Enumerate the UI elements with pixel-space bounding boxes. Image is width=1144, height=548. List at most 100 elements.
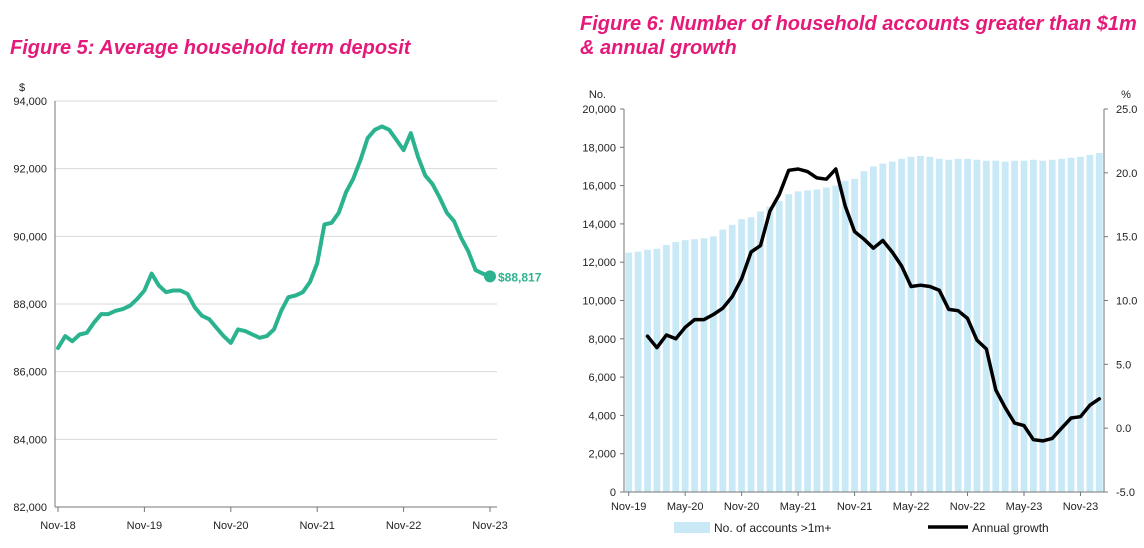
accounts-bar [691, 239, 698, 492]
y-tick-label: 86,000 [13, 367, 47, 379]
accounts-bar [662, 244, 670, 492]
accounts-bar [992, 160, 1000, 492]
y-right-tick-label: 20.0 [1116, 168, 1137, 180]
x-tick-label: Nov-23 [1063, 501, 1098, 513]
x-tick-label: Nov-18 [40, 520, 75, 532]
y-tick-label: 94,000 [13, 96, 47, 108]
accounts-bar [888, 161, 896, 492]
accounts-bar [822, 187, 830, 492]
x-tick-label: Nov-22 [386, 520, 421, 532]
x-tick-label: Nov-20 [213, 520, 248, 532]
x-tick-label: Nov-19 [611, 501, 646, 513]
accounts-bar [775, 200, 783, 493]
accounts-bar [719, 229, 727, 492]
accounts-bar [766, 206, 774, 493]
accounts-bar [700, 238, 708, 492]
accounts-bar [1067, 157, 1075, 492]
accounts-bar [1020, 160, 1028, 492]
accounts-bar [860, 171, 868, 493]
accounts-bar [832, 185, 840, 492]
accounts-bar [625, 252, 633, 492]
accounts-bar [898, 158, 906, 493]
accounts-bar [634, 251, 642, 492]
y-tick-label: 90,000 [13, 231, 47, 243]
accounts-bar [728, 224, 736, 493]
term-deposit-line [56, 124, 492, 350]
accounts-bar [870, 166, 877, 492]
y-tick-label: 82,000 [13, 502, 47, 514]
accounts-bar [1095, 153, 1103, 493]
y-tick-label: 88,000 [13, 299, 47, 311]
y-left-tick-label: 16,000 [582, 181, 616, 193]
y-right-tick-label: -5.0 [1116, 487, 1135, 499]
y-left-tick-label: 14,000 [582, 219, 616, 231]
y-right-tick-label: 0.0 [1116, 423, 1131, 435]
x-tick-label: Nov-21 [299, 520, 334, 532]
y-left-tick-label: 18,000 [582, 142, 616, 154]
y-left-tick-label: 20,000 [582, 104, 616, 116]
legend-swatch-accounts [674, 522, 710, 533]
average-term-deposit-chart: 82,000 84,000 86,000 88,000 90,000 92,000 94,0… [13, 82, 542, 532]
y-right-tick-label: 10.0 [1116, 296, 1137, 308]
legend-label-growth: Annual growth [972, 521, 1049, 535]
x-tick-label: May-22 [893, 501, 930, 513]
accounts-bar [907, 156, 915, 492]
y-tick-label: 84,000 [13, 434, 47, 446]
figure-6-title: Figure 6: Number of household accounts g… [580, 13, 1137, 59]
y-left-tick-label: 6,000 [588, 372, 616, 384]
y-left-tick-label: 10,000 [582, 296, 616, 308]
accounts-bar [841, 180, 849, 492]
accounts-bar [926, 156, 934, 492]
accounts-bar [1039, 160, 1047, 492]
accounts-bar [954, 158, 962, 493]
accounts-bar [973, 159, 981, 492]
accounts-bar [738, 219, 746, 493]
y-left-tick-label: 12,000 [582, 257, 616, 269]
accounts-bar [757, 211, 764, 492]
y-right-axis-unit: % [1121, 89, 1131, 101]
x-tick-label: May-21 [780, 501, 817, 513]
x-tick-label: May-23 [1006, 501, 1043, 513]
accounts-bar [794, 191, 802, 492]
accounts-bar [964, 158, 971, 493]
x-tick-label: Nov-22 [950, 501, 985, 513]
x-tick-label: Nov-23 [472, 520, 507, 532]
accounts-bar [672, 242, 680, 492]
accounts-bar [653, 248, 661, 492]
latest-value-label: $88,817 [498, 270, 542, 284]
accounts-bar [879, 163, 887, 492]
y-right-tick-label: 25.0 [1116, 104, 1137, 116]
y-left-tick-label: 0 [610, 487, 616, 499]
y-left-axis-unit: No. [589, 89, 606, 101]
accounts-bar [681, 240, 689, 492]
y-left-tick-label: 2,000 [588, 449, 616, 461]
accounts-bar [1030, 159, 1037, 492]
accounts-bar [982, 160, 990, 492]
accounts-bar [1086, 154, 1094, 492]
accounts-bar [813, 189, 821, 492]
y-axis-unit: $ [19, 82, 25, 94]
x-tick-label: May-20 [667, 501, 704, 513]
y-right-tick-label: 15.0 [1116, 232, 1137, 244]
legend-label-accounts: No. of accounts >1m+ [714, 521, 831, 535]
latest-value-point [484, 270, 496, 283]
accounts-bar [785, 194, 793, 492]
y-left-tick-label: 4,000 [588, 410, 616, 422]
accounts-bar [1048, 159, 1056, 492]
y-tick-label: 92,000 [13, 164, 47, 176]
x-tick-label: Nov-19 [127, 520, 162, 532]
accounts-bar [1077, 156, 1084, 492]
x-tick-label: Nov-20 [724, 501, 759, 513]
accounts-bar [644, 249, 651, 492]
x-tick-label: Nov-21 [837, 501, 872, 513]
accounts-bar [935, 158, 943, 493]
figure-5-title: Figure 5: Average household term deposit [10, 37, 411, 59]
accounts-bar [917, 155, 924, 493]
accounts-bar [851, 178, 858, 492]
y-left-tick-label: 8,000 [588, 334, 616, 346]
y-right-tick-label: 5.0 [1116, 359, 1131, 371]
accounts-bar [747, 217, 755, 492]
annual-growth-line [645, 167, 1102, 443]
accounts-bar [804, 190, 811, 492]
